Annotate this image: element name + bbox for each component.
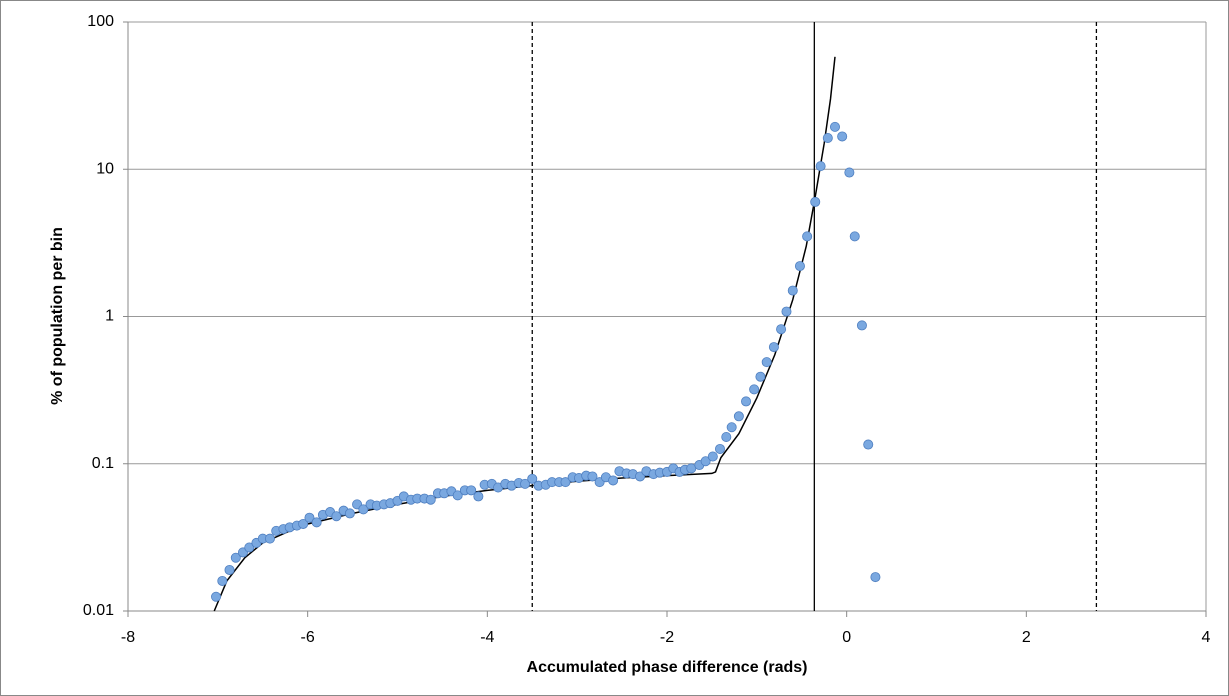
x-tick-label: -6 [301, 629, 315, 646]
x-tick-label: -2 [660, 629, 674, 646]
y-tick-label: 0.1 [92, 455, 114, 472]
x-tick-label: 0 [842, 629, 851, 646]
data-point [781, 306, 792, 317]
data-point [466, 485, 477, 496]
data-point [298, 518, 309, 529]
data-point [707, 451, 718, 462]
data-point [358, 504, 369, 515]
data-point [452, 490, 463, 501]
data-point [741, 396, 752, 407]
y-tick-label: 0.01 [83, 602, 114, 619]
data-point [755, 371, 766, 382]
data-point [721, 431, 732, 442]
data-point [520, 478, 531, 489]
data-point [217, 575, 228, 586]
data-point [870, 572, 881, 583]
y-tick-label: 10 [96, 160, 114, 177]
data-point [802, 231, 813, 242]
data-point [787, 285, 798, 296]
data-point [776, 324, 787, 335]
y-tick-label: 100 [87, 13, 114, 30]
data-point [863, 439, 874, 450]
data-point [726, 422, 737, 433]
data-point [749, 384, 760, 395]
data-point [230, 552, 241, 563]
x-tick-label: -8 [121, 629, 135, 646]
y-tick-label: 1 [105, 308, 114, 325]
data-point [587, 471, 598, 482]
x-tick-label: 4 [1202, 629, 1211, 646]
data-point [244, 542, 255, 553]
data-point [768, 342, 779, 353]
data-point [815, 161, 826, 172]
x-axis-title: Accumulated phase difference (rads) [527, 659, 808, 676]
data-point [700, 456, 711, 467]
data-point [715, 443, 726, 454]
data-point [761, 357, 772, 368]
data-point [810, 196, 821, 207]
data-point [844, 167, 855, 178]
data-point [264, 533, 275, 544]
data-point [331, 511, 342, 522]
x-tick-label: 2 [1022, 629, 1031, 646]
data-point [733, 411, 744, 422]
data-point [344, 508, 355, 519]
data-point [794, 261, 805, 272]
data-point [856, 320, 867, 331]
data-point [224, 564, 235, 575]
data-point [822, 133, 833, 144]
data-point [311, 517, 322, 528]
data-point [849, 231, 860, 242]
data-point [425, 494, 436, 505]
data-point [560, 477, 571, 488]
data-point [473, 491, 484, 502]
data-point [608, 475, 619, 486]
x-tick-label: -4 [480, 629, 494, 646]
data-point [829, 121, 840, 132]
y-axis-title: % of population per bin [49, 227, 66, 405]
data-point [837, 131, 848, 142]
data-point [527, 473, 538, 484]
data-point [211, 591, 222, 602]
data-point [304, 512, 315, 523]
